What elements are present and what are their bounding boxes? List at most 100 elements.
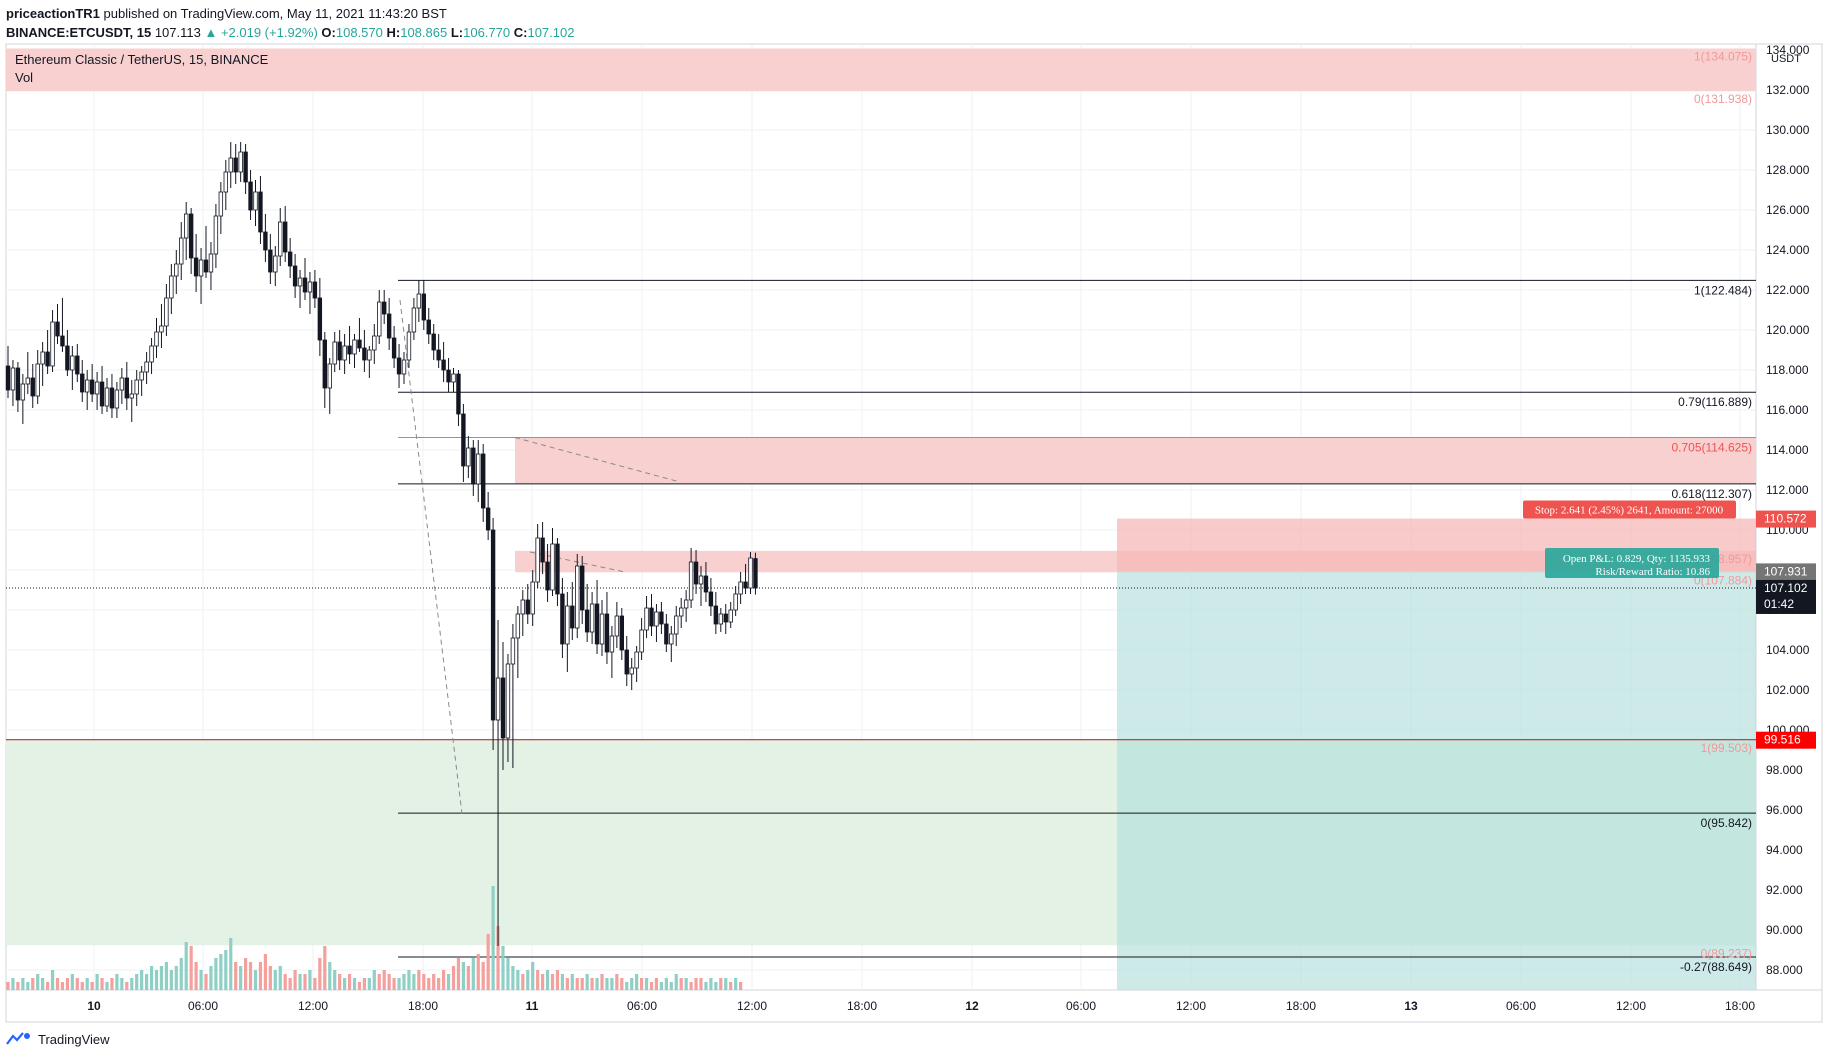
candle-body (451, 373, 456, 383)
volume-bar (422, 974, 426, 990)
price-tag-box (1756, 731, 1816, 749)
volume-bar (704, 982, 708, 990)
volume-bar (585, 974, 589, 990)
candle-body (659, 611, 664, 625)
candle-body (282, 221, 288, 253)
y-tick-label: 132.000 (1766, 83, 1810, 97)
volume-bar (26, 982, 30, 990)
volume-bar (115, 974, 119, 990)
candle-body (406, 331, 412, 361)
candle-body (540, 537, 545, 563)
y-tick-label: 102.000 (1766, 683, 1810, 697)
volume-bar (719, 978, 723, 990)
volume-bar (679, 978, 683, 990)
candle-body (639, 629, 644, 653)
candle-body (273, 255, 278, 273)
x-tick-label: 12 (965, 999, 979, 1013)
last-price: 107.113 (154, 25, 201, 40)
candle-body (654, 611, 659, 627)
volume-bar (343, 978, 347, 990)
fib-label: 0.618(112.307) (1671, 487, 1752, 501)
candle-body (560, 593, 565, 645)
candle-body (575, 565, 580, 629)
volume-bar (303, 974, 307, 990)
volume-bar (16, 982, 20, 990)
volume-bar (11, 978, 15, 990)
volume-bar (65, 978, 69, 990)
high-value: 108.865 (400, 25, 448, 40)
volume-bar (288, 978, 292, 990)
tradingview-logo-icon[interactable] (6, 1031, 32, 1047)
volume-bar (125, 982, 129, 990)
candle-body (218, 191, 224, 217)
candle-body (10, 367, 16, 391)
volume-bar (442, 970, 446, 990)
candle-body (584, 609, 590, 633)
candle-body (342, 345, 347, 361)
volume-bar (407, 970, 411, 990)
candle-body (30, 377, 35, 397)
candle-body (570, 605, 575, 629)
volume-bar (31, 978, 35, 990)
candle-body (550, 543, 555, 591)
x-tick-label: 11 (526, 999, 539, 1013)
volume-bar (352, 978, 357, 990)
price-change: ▲ +2.019 (+1.92%) (204, 25, 318, 40)
volume-bar (739, 982, 743, 990)
price-tag-box (1756, 510, 1816, 528)
candle-body (426, 319, 431, 335)
candle-body (629, 667, 634, 675)
volume-bar (412, 974, 416, 990)
volume-bar (466, 966, 470, 990)
volume-bar (610, 978, 614, 990)
candle-body (644, 607, 649, 631)
volume-bar (298, 974, 302, 990)
candle-body (99, 381, 105, 407)
volume-bar (189, 946, 193, 990)
y-tick-label: 114.000 (1766, 443, 1809, 457)
footer-brand[interactable]: TradingView (38, 1031, 110, 1047)
candle-body (703, 575, 709, 593)
candle-body (599, 613, 605, 645)
candle-body (723, 613, 728, 623)
candle-body (649, 607, 654, 627)
candle-body (728, 609, 733, 623)
candle-body (386, 313, 392, 339)
y-tick-label: 130.000 (1766, 123, 1810, 137)
candle-body (134, 379, 139, 395)
candle-body (753, 558, 758, 589)
candle-body (25, 377, 30, 385)
volume-bar (199, 970, 203, 990)
candle-body (530, 581, 535, 615)
candle-body (332, 341, 337, 365)
y-tick-label: 88.000 (1766, 963, 1803, 977)
candle-body (500, 677, 506, 739)
volume-bar (164, 962, 168, 990)
volume-bar (560, 974, 564, 990)
candle-body (436, 349, 441, 361)
volume-bar (664, 978, 668, 990)
trend-line (514, 437, 681, 483)
candle-body (40, 351, 45, 365)
volume-bar (60, 982, 65, 990)
candle-body (60, 335, 65, 347)
candle-body (545, 561, 550, 591)
candle-body (515, 613, 521, 639)
y-tick-label: 128.000 (1766, 163, 1810, 177)
y-tick-label: 118.000 (1766, 363, 1809, 377)
y-tick-label: 122.000 (1766, 283, 1810, 297)
candle-body (421, 293, 426, 321)
volume-bar (644, 978, 649, 990)
author-name[interactable]: priceactionTR1 (6, 6, 100, 21)
volume-bar (709, 978, 713, 990)
volume-bar (729, 982, 733, 990)
candle-body (15, 367, 21, 401)
volume-bar (234, 962, 238, 990)
candle-body (144, 361, 149, 373)
candle-body (258, 191, 263, 233)
x-tick-label: 18:00 (847, 999, 877, 1013)
volume-bar (229, 938, 233, 990)
volume-bar (694, 978, 698, 990)
volume-bar (145, 974, 149, 990)
